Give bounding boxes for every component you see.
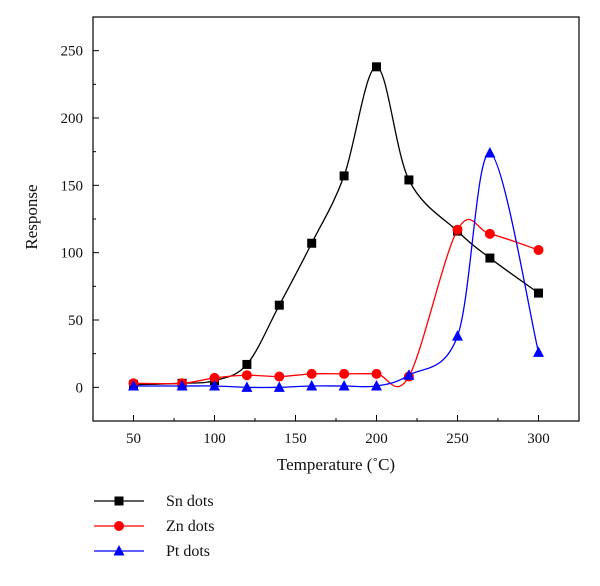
data-point [533, 244, 544, 255]
data-point [452, 330, 463, 341]
x-tick-label: 250 [446, 431, 469, 447]
data-point [306, 379, 318, 391]
data-point [339, 171, 349, 181]
series-sn-dots [129, 62, 543, 390]
legend: Sn dots Zn dots Pt dots [94, 493, 214, 560]
data-point [274, 371, 285, 382]
legend-marker [114, 496, 124, 506]
data-point [241, 381, 253, 392]
data-point [128, 379, 139, 391]
y-tick-label: 200 [61, 111, 84, 127]
data-point [534, 288, 543, 298]
x-tick-label: 200 [365, 431, 388, 447]
legend-label: Sn dots [166, 493, 214, 510]
series-zn-dots [128, 218, 544, 389]
data-point [452, 224, 463, 235]
data-point [241, 370, 252, 381]
data-point [273, 381, 285, 392]
data-point [404, 175, 414, 185]
x-tick-label: 50 [126, 431, 141, 447]
data-point [176, 379, 188, 391]
data-point [372, 62, 381, 72]
data-point [533, 346, 544, 357]
legend-marker [114, 521, 124, 531]
data-point [371, 368, 382, 379]
data-point [209, 379, 220, 391]
x-axis-label: Temperature (˚C) [277, 455, 395, 474]
series-layer [128, 62, 544, 392]
legend-item: Pt dots [94, 543, 210, 560]
data-point [306, 368, 317, 379]
legend-marker [113, 545, 125, 556]
axis-ticks: 50 100 150 200 250 300 0 50 100 150 200 250 [61, 16, 580, 447]
x-tick-label: 150 [284, 431, 307, 447]
y-tick-label: 100 [61, 246, 84, 262]
y-tick-label: 0 [76, 380, 84, 396]
legend-label: Pt dots [166, 543, 210, 560]
x-tick-label: 100 [203, 431, 226, 447]
x-tick-label: 300 [527, 431, 550, 447]
series-line [133, 218, 539, 388]
data-point [242, 359, 252, 369]
legend-item: Sn dots [94, 493, 214, 510]
y-tick-label: 250 [61, 44, 84, 60]
data-point [274, 300, 284, 310]
y-tick-label: 150 [61, 178, 84, 194]
series-line [133, 152, 540, 389]
data-point [307, 238, 317, 248]
y-axis-label: Response [22, 184, 41, 249]
plot-frame [92, 16, 580, 422]
data-point [339, 368, 350, 379]
data-point [484, 147, 496, 158]
data-point [485, 253, 495, 263]
series-pt-dots [128, 147, 544, 392]
data-point [338, 379, 350, 391]
legend-label: Zn dots [166, 518, 214, 535]
data-point [403, 369, 415, 380]
data-point [484, 228, 495, 239]
y-tick-label: 50 [68, 313, 83, 329]
data-point [209, 372, 220, 383]
data-point [371, 379, 382, 391]
legend-item: Zn dots [94, 518, 214, 535]
